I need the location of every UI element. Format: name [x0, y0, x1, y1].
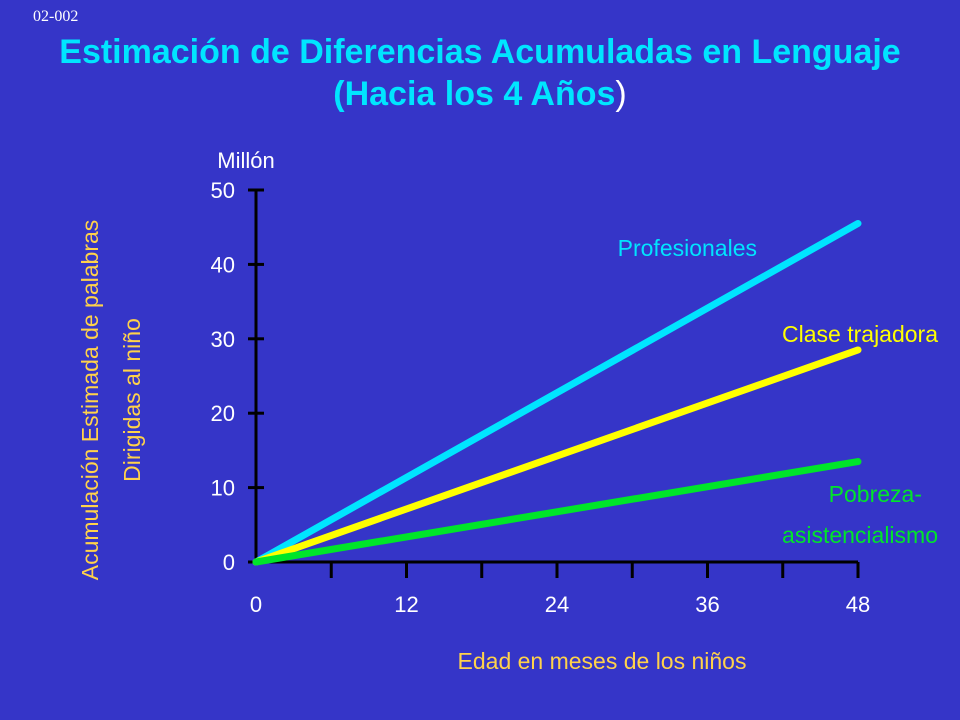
x-tick-label: 36 — [695, 592, 719, 617]
series-label-clase-trajadora: Clase trajadora — [782, 321, 938, 347]
slide-code: 02-002 — [33, 8, 79, 25]
chart-title-close-paren: ) — [615, 75, 627, 113]
y-tick-label: 40 — [211, 252, 235, 277]
axis-ticks: 0 10 20 30 40 50 0 12 24 36 48 — [211, 178, 871, 617]
series-line-1 — [252, 346, 862, 566]
series-label-profesionales: Profesionales — [618, 235, 757, 261]
series-line-0 — [252, 219, 862, 566]
series-line-2 — [252, 458, 862, 566]
y-axis-title-line2: Dirigidas al niño — [119, 318, 145, 482]
x-tick-label: 24 — [545, 592, 569, 617]
chart-title-line2: (Hacia los 4 Años) — [0, 74, 960, 114]
y-tick-label: 10 — [211, 476, 235, 501]
series-label-pobreza-line2: asistencialismo — [782, 522, 938, 548]
y-tick-label: 0 — [223, 550, 235, 575]
chart-title-line1: Estimación de Diferencias Acumuladas en … — [59, 33, 901, 71]
chart-title-line2-text: (Hacia los 4 Años — [333, 75, 616, 113]
y-unit-label: Millón — [217, 148, 274, 173]
series-label-pobreza-line1: Pobreza- — [829, 481, 922, 507]
x-tick-label: 0 — [250, 592, 262, 617]
y-tick-label: 30 — [211, 327, 235, 352]
axes — [254, 190, 858, 564]
y-tick-label: 50 — [211, 178, 235, 203]
x-axis-title: Edad en meses de los niños — [458, 648, 747, 674]
x-tick-label: 12 — [394, 592, 418, 617]
x-tick-label: 48 — [846, 592, 870, 617]
y-tick-label: 20 — [211, 401, 235, 426]
y-axis-title-line1: Acumulación Estimada de palabras — [77, 220, 103, 581]
series-lines — [252, 219, 862, 566]
